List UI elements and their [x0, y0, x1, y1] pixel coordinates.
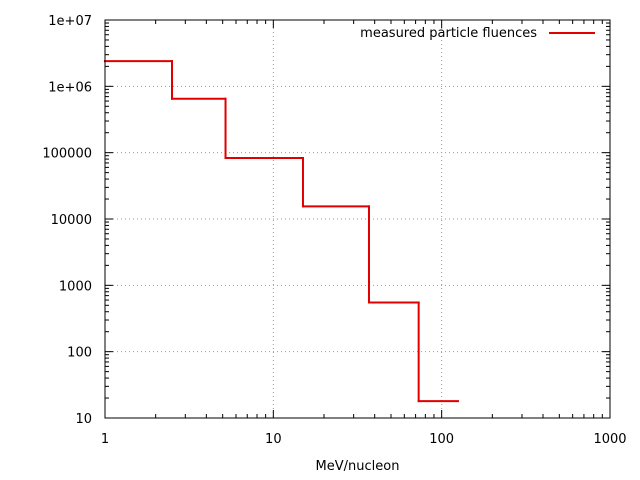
series-0 — [104, 60, 459, 403]
legend: measured particle fluences — [360, 26, 595, 41]
y-tick-labels: 10 100 1000 10000 100000 1e+06 1e+07 — [42, 14, 92, 427]
grid-lines — [105, 20, 610, 418]
y-tick-label: 10000 — [51, 213, 92, 228]
minor-ticks — [105, 20, 610, 418]
x-tick-label: 1000 — [593, 432, 626, 447]
x-tick-label: 10 — [265, 432, 282, 447]
plot-frame — [104, 19, 611, 419]
x-tick-labels: 1 10 100 1000 — [101, 432, 627, 447]
y-tick-label: 10 — [75, 412, 92, 427]
y-tick-label: 100000 — [42, 147, 92, 162]
legend-label: measured particle fluences — [360, 26, 537, 41]
y-tick-label: 1000 — [59, 279, 92, 294]
series-layer — [104, 60, 459, 403]
y-tick-label: 1e+07 — [48, 14, 92, 29]
y-tick-label: 100 — [67, 346, 92, 361]
x-tick-label: 100 — [429, 432, 454, 447]
x-tick-label: 1 — [101, 432, 109, 447]
x-axis-label: MeV/nucleon — [316, 459, 400, 474]
y-tick-label: 1e+06 — [48, 80, 92, 95]
